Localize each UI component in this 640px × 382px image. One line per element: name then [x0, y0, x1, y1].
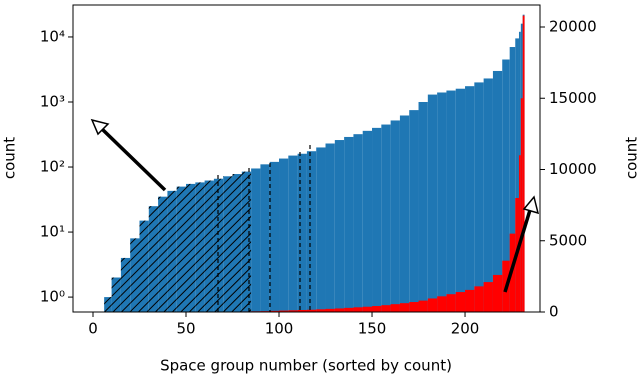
- bar: [446, 294, 455, 312]
- bar: [344, 137, 353, 312]
- bar: [363, 307, 372, 312]
- bar: [316, 147, 325, 312]
- x-tick-label: 200: [451, 320, 480, 338]
- bar: [344, 308, 353, 312]
- bar: [456, 89, 465, 312]
- bar-hatch: [104, 297, 111, 312]
- bar: [307, 151, 316, 312]
- bar-hatch: [223, 176, 232, 312]
- bar: [493, 275, 502, 312]
- bar: [326, 144, 335, 312]
- bar: [437, 92, 446, 312]
- bar-hatch: [186, 184, 195, 312]
- bar: [437, 296, 446, 312]
- y-tick-label: 10³: [40, 92, 65, 110]
- bar: [523, 16, 525, 312]
- y2-tick-label: 0: [549, 303, 559, 321]
- bar: [519, 155, 521, 312]
- bar: [419, 102, 428, 312]
- y2-tick-label: 5000: [549, 231, 587, 249]
- y2-tick-label: 10000: [549, 160, 597, 178]
- bar: [456, 292, 465, 312]
- bar-hatch: [149, 206, 158, 312]
- bar-hatch: [112, 278, 121, 312]
- y-tick-label: 10⁰: [40, 288, 65, 306]
- bar: [484, 78, 493, 312]
- bar: [260, 164, 269, 312]
- x-axis-label: Space group number (sorted by count): [160, 357, 452, 375]
- bar: [353, 134, 362, 312]
- bar: [279, 159, 288, 312]
- y2-tick-label: 15000: [549, 89, 597, 107]
- bar: [381, 125, 390, 312]
- bar-hatch: [177, 187, 186, 312]
- bar-hatch: [242, 172, 251, 312]
- bar: [521, 98, 523, 312]
- bar: [251, 168, 260, 312]
- bar: [288, 156, 297, 312]
- bar: [335, 140, 344, 312]
- bar: [400, 303, 409, 312]
- bar-hatch: [205, 181, 214, 312]
- bar-hatch: [121, 258, 130, 312]
- bar: [474, 82, 483, 312]
- bar: [270, 162, 279, 312]
- y2-tick-label: 20000: [549, 18, 597, 36]
- bar: [298, 154, 307, 312]
- y-axis-label: count: [1, 137, 19, 179]
- bar: [353, 307, 362, 312]
- x-tick-label: 100: [265, 320, 294, 338]
- bar: [372, 128, 381, 312]
- bar: [391, 120, 400, 312]
- bar-hatch: [195, 182, 204, 312]
- x-tick-label: 0: [88, 320, 98, 338]
- x-tick-label: 150: [358, 320, 387, 338]
- bar: [391, 304, 400, 312]
- y-tick-label: 10⁴: [40, 27, 65, 45]
- bar: [428, 298, 437, 312]
- bar: [446, 91, 455, 312]
- y-tick-label: 10¹: [40, 223, 65, 241]
- bar: [409, 110, 418, 312]
- bar-hatch: [140, 221, 149, 312]
- bar: [465, 290, 474, 312]
- bar-hatch: [167, 191, 176, 312]
- plot-area: [104, 15, 524, 312]
- bar: [372, 306, 381, 312]
- bar: [465, 86, 474, 312]
- y2-axis-label: count: [623, 137, 640, 179]
- bar-hatch: [233, 174, 242, 312]
- bar: [419, 301, 428, 312]
- y-tick-label: 10²: [40, 158, 65, 176]
- bar: [335, 308, 344, 312]
- bar: [484, 282, 493, 312]
- bar: [363, 131, 372, 312]
- bar-hatch: [130, 238, 139, 312]
- bar: [474, 286, 483, 312]
- bar: [400, 115, 409, 312]
- x-tick-label: 50: [176, 320, 195, 338]
- bar: [409, 302, 418, 312]
- bar: [381, 305, 390, 312]
- bar: [428, 95, 437, 312]
- bar-hatch: [158, 197, 167, 312]
